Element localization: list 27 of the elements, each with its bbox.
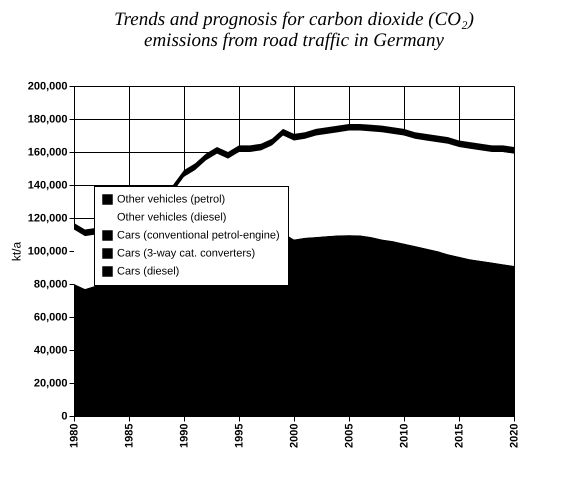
y-tick-label: 160,000: [28, 146, 68, 158]
x-tick-label: 2020: [508, 424, 520, 448]
series-label: Other vehicles (diesel): [117, 212, 226, 224]
x-tick-label: 1980: [68, 424, 80, 448]
y-tick-label: 100,000: [28, 246, 68, 258]
x-tick-label: 2000: [288, 424, 300, 448]
y-tick-label: 120,000: [28, 212, 68, 224]
y-tick-label: 140,000: [28, 180, 68, 192]
legend-label: Other vehicles (petrol): [117, 194, 226, 206]
y-tick-label: 200,000: [28, 80, 68, 92]
x-tick-label: 2010: [398, 424, 410, 448]
x-tick-label: 1995: [234, 424, 246, 448]
legend-label: Cars (diesel): [117, 266, 180, 278]
y-axis-title: kt/a: [10, 242, 24, 262]
x-tick-label: 2005: [344, 424, 356, 448]
legend-label: Cars (3-way cat. converters): [117, 248, 256, 260]
x-tick-label: 2015: [454, 424, 466, 448]
y-tick-label: 80,000: [34, 278, 68, 290]
y-tick-label: 40,000: [34, 344, 68, 356]
x-tick-label: 1990: [178, 424, 190, 448]
y-tick-label: 0: [61, 410, 68, 422]
x-tick-label: 1985: [124, 424, 136, 448]
legend-label: Cars (conventional petrol-engine): [117, 230, 280, 242]
y-tick-label: 20,000: [34, 378, 68, 390]
y-tick-label: 60,000: [34, 312, 68, 324]
chart-title: Trends and prognosis for carbon dioxide (CO₂) emissions from road traffic in Germany: [114, 9, 474, 51]
y-tick-label: 180,000: [28, 114, 68, 126]
